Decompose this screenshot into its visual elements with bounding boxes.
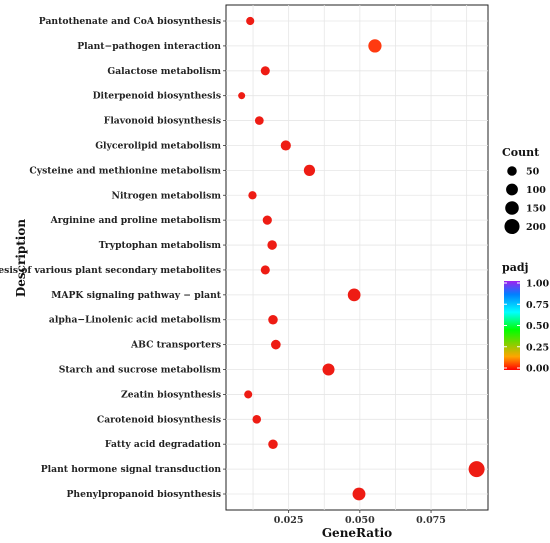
data-point	[468, 461, 485, 478]
data-point	[268, 439, 278, 449]
count-legend-title: Count	[502, 146, 540, 159]
y-tick-label: Glycerolipid metabolism	[95, 140, 221, 151]
y-tick-label: Flavonoid biosynthesis	[104, 116, 221, 127]
x-axis-title: GeneRatio	[322, 526, 392, 540]
data-point	[267, 240, 277, 250]
data-point	[262, 215, 272, 225]
y-tick-label: Arginine and proline metabolism	[50, 215, 222, 226]
y-tick-label: Pantothenate and CoA biosynthesis	[39, 16, 221, 27]
count-legend-label: 200	[526, 222, 546, 233]
padj-tick-label: 0.50	[526, 321, 550, 332]
y-tick-label: Diterpenoid biosynthesis	[93, 91, 221, 102]
count-legend-label: 150	[526, 204, 546, 215]
count-legend-dot	[504, 218, 520, 235]
count-legend: Count 50 100 150 200	[502, 146, 546, 235]
padj-colorbar	[504, 281, 520, 370]
y-tick-label: Tryptophan metabolism	[99, 240, 222, 251]
count-legend-label: 100	[526, 185, 546, 196]
grid-lines	[226, 5, 488, 510]
data-point	[271, 339, 281, 350]
padj-tick-label: 0.25	[526, 342, 549, 353]
count-legend-dot	[507, 166, 517, 176]
data-point	[260, 66, 270, 76]
y-tick-label: Cysteine and methionine metabolism	[29, 165, 221, 176]
plot-panel	[225, 4, 489, 511]
padj-tick-label: 0.00	[526, 364, 550, 375]
data-point	[252, 415, 262, 424]
x-axis-ticks: 0.025 0.050 0.075	[274, 510, 446, 526]
padj-tick-label: 1.00	[526, 279, 550, 290]
y-tick-label: ABC transporters	[130, 340, 221, 351]
y-tick-label: Biosynthesis of various plant secondary …	[0, 265, 221, 276]
padj-legend-title: padj	[502, 261, 529, 274]
y-axis-category-labels: Pantothenate and CoA biosynthesis Plant−p…	[0, 16, 226, 500]
x-tick-label: 0.025	[274, 515, 304, 526]
y-axis-title: Description	[14, 219, 28, 297]
data-point	[352, 487, 366, 501]
data-point	[368, 39, 382, 53]
y-tick-label: Phenylpropanoid biosynthesis	[67, 489, 221, 500]
data-point	[260, 265, 270, 275]
data-point	[347, 288, 361, 302]
y-tick-label: alpha−Linolenic acid metabolism	[49, 315, 221, 326]
x-tick-label: 0.075	[416, 515, 446, 526]
y-tick-label: Fatty acid degradation	[105, 439, 221, 450]
y-tick-label: Starch and sucrose metabolism	[59, 365, 221, 376]
data-point	[280, 140, 291, 151]
data-points	[238, 16, 485, 501]
count-legend-dot	[506, 183, 518, 196]
y-tick-label: MAPK signaling pathway − plant	[51, 290, 222, 301]
x-tick-label: 0.050	[345, 515, 375, 526]
data-point	[244, 390, 253, 399]
data-point	[246, 16, 255, 26]
y-tick-label: Galactose metabolism	[107, 66, 221, 77]
y-tick-label: Carotenoid biosynthesis	[97, 414, 221, 425]
padj-tick-label: 0.75	[526, 300, 549, 311]
y-tick-label: Nitrogen metabolism	[112, 190, 222, 201]
data-point	[322, 363, 335, 376]
data-point	[303, 164, 316, 176]
count-legend-label: 50	[526, 167, 540, 178]
data-point	[254, 116, 264, 125]
y-tick-label: Zeatin biosynthesis	[121, 389, 221, 400]
data-point	[268, 314, 278, 325]
padj-legend: padj 1.00 0.75 0.50 0.25 0.00	[502, 261, 550, 375]
y-tick-label: Plant−pathogen interaction	[77, 41, 221, 52]
data-point	[248, 191, 257, 200]
count-legend-dot	[505, 201, 519, 215]
y-tick-label: Plant hormone signal transduction	[41, 464, 222, 475]
data-point	[238, 92, 246, 100]
